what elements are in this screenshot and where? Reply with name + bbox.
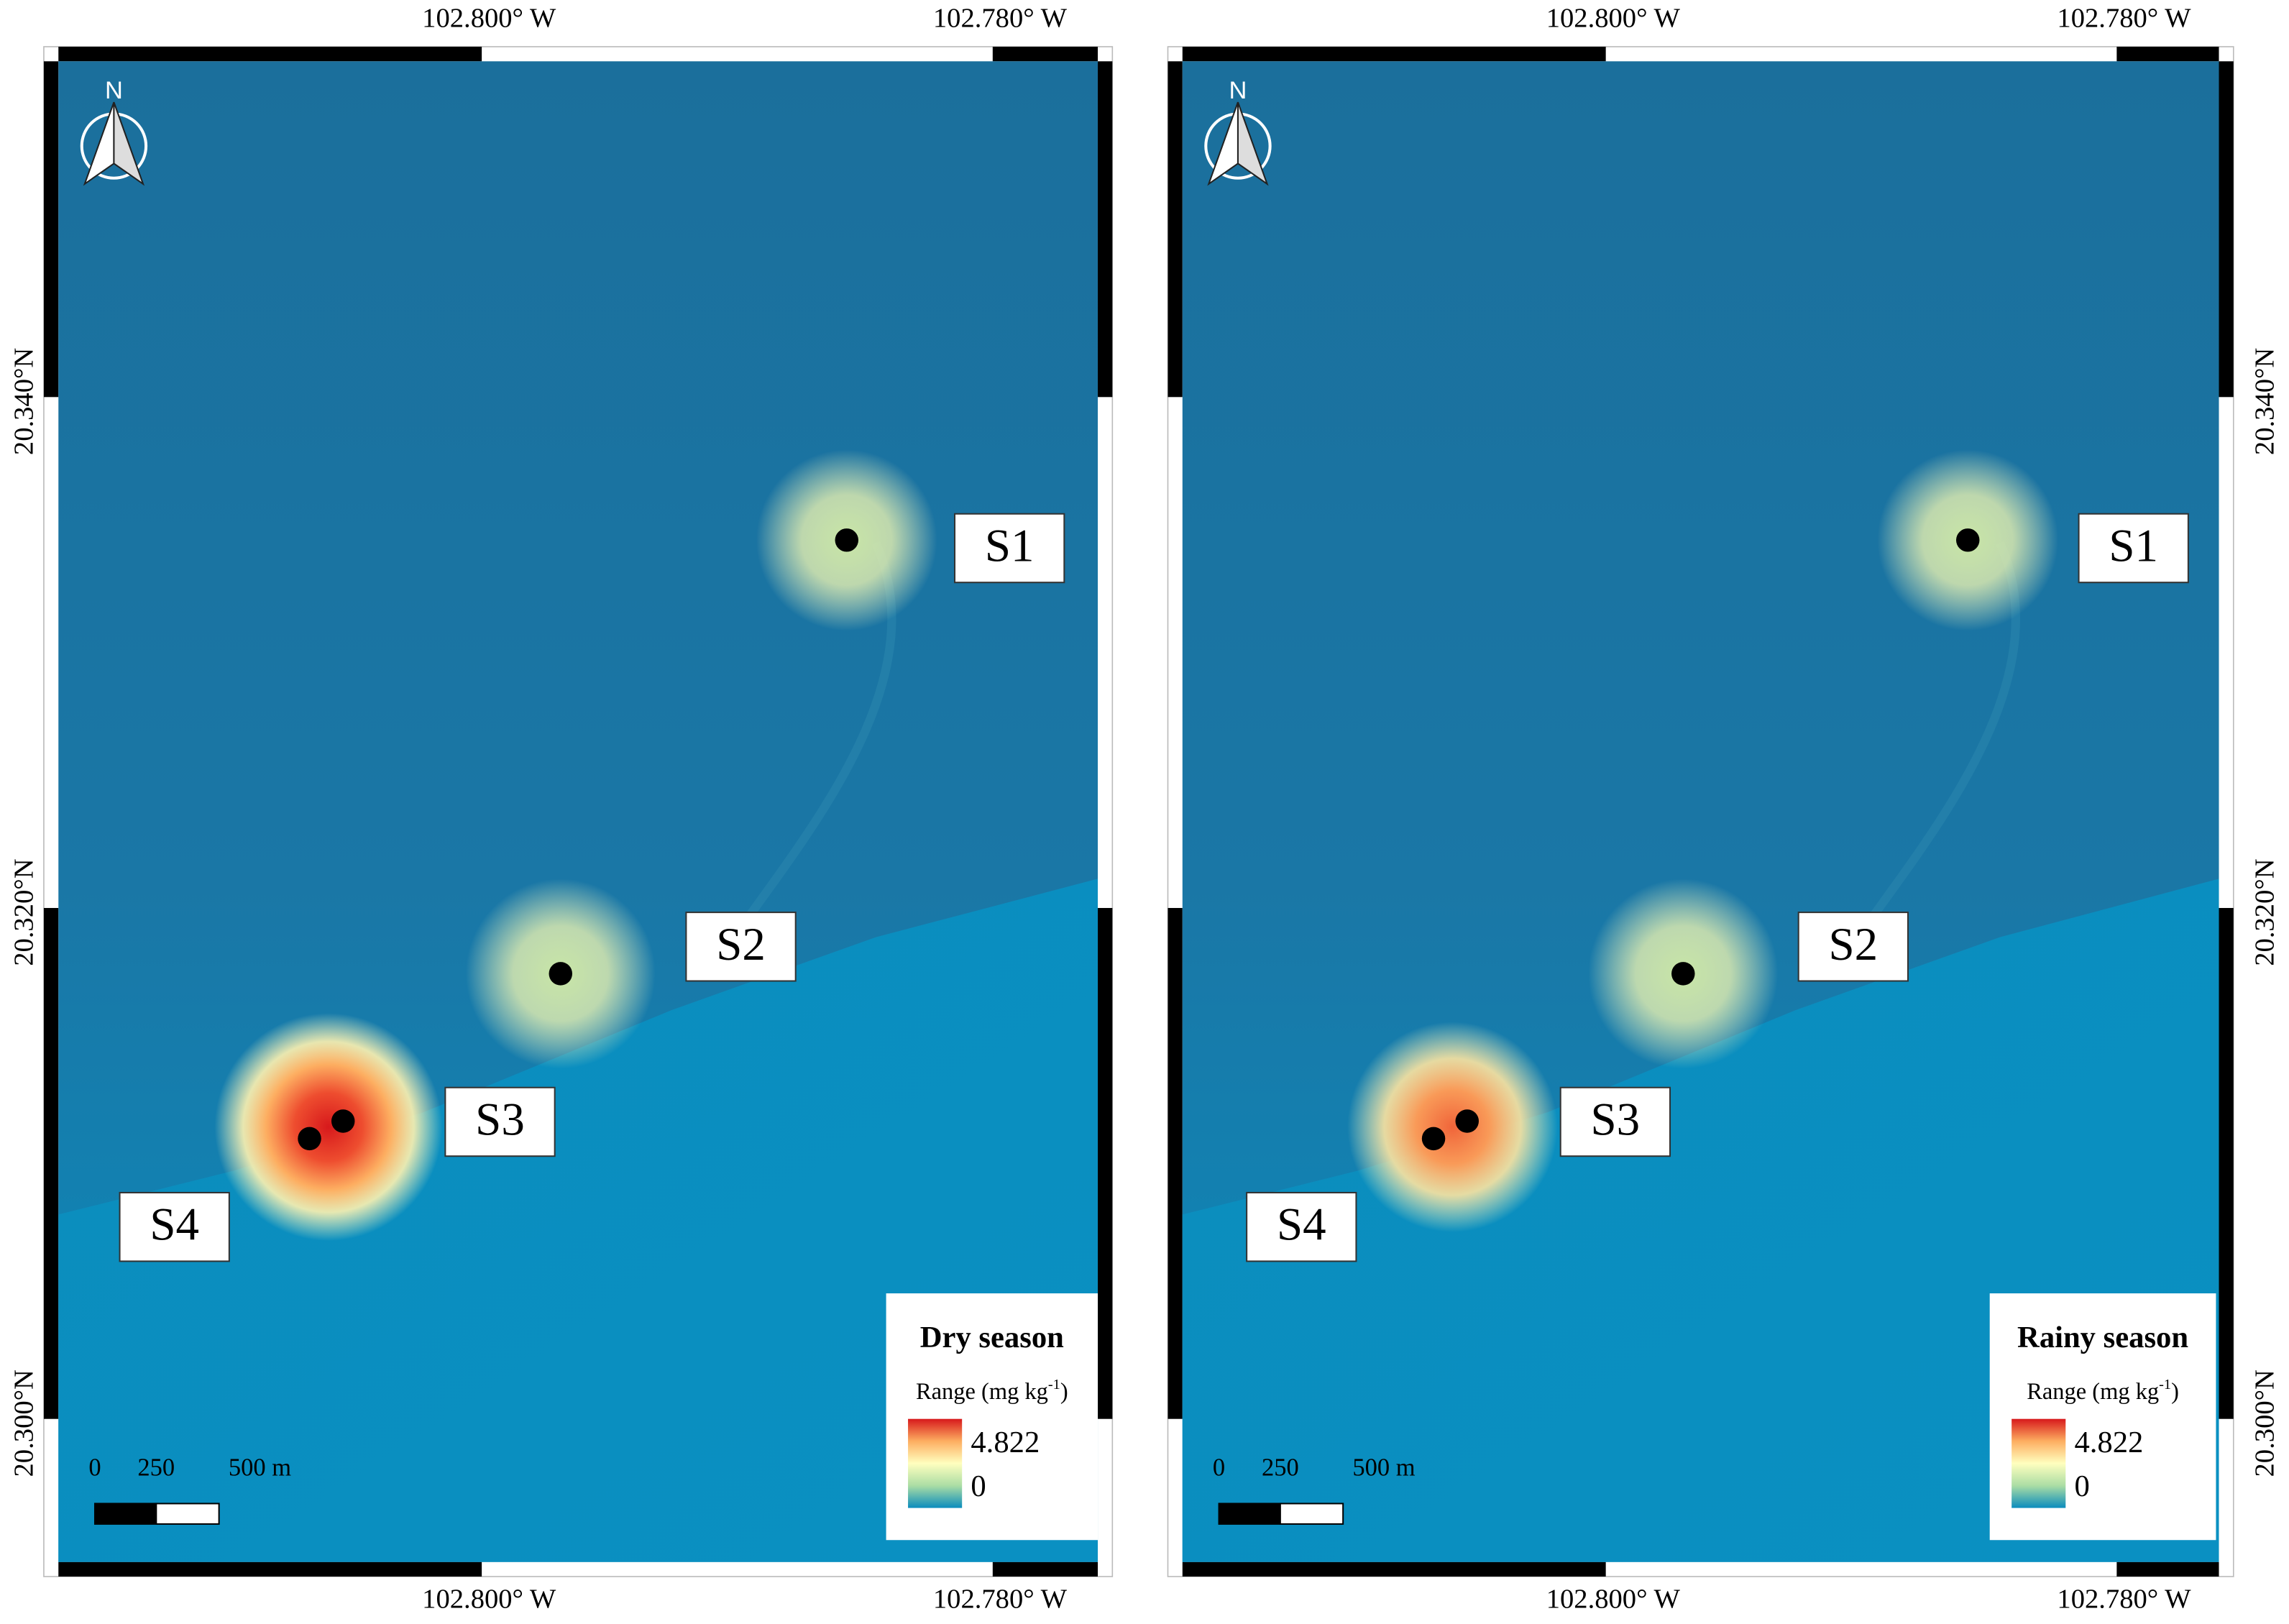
- legend-range-sup: -1: [2159, 1377, 2171, 1393]
- map-sea: [58, 878, 1098, 1562]
- legend-title: Dry season: [920, 1321, 1064, 1354]
- site-point: [1421, 1127, 1446, 1151]
- heat-spot: [214, 1013, 443, 1241]
- north-arrow: [113, 101, 145, 186]
- legend-ramp: [908, 1418, 963, 1508]
- lon-label: 102.780° W: [2057, 3, 2191, 33]
- legend-min: 0: [2074, 1469, 2089, 1503]
- north-label: N: [105, 77, 123, 104]
- north-arrow: [1237, 101, 1269, 186]
- site-label: S1: [985, 520, 1035, 572]
- legend-range-close: ): [1060, 1380, 1068, 1405]
- site-label-box: [1559, 1086, 1671, 1157]
- frame-segment: [2116, 46, 2219, 62]
- legend-ramp: [2012, 1418, 2066, 1508]
- lon-label: 102.780° W: [933, 1584, 1068, 1614]
- lat-label: 20.340°N: [2249, 348, 2280, 455]
- scale-bar: [1218, 1503, 1281, 1525]
- site-point: [1955, 528, 1980, 552]
- frame-segment: [1098, 908, 1113, 1419]
- site-label-box: [685, 912, 797, 982]
- north-label: N: [1229, 77, 1247, 104]
- scale-label: 0: [88, 1454, 101, 1482]
- map-panel: S1 S2 S3 S4 N 0 250 500 m Dry season Range (mg kg…: [9, 3, 1114, 1614]
- site-label-box: [119, 1191, 230, 1262]
- lat-label: 20.300°N: [9, 1370, 39, 1477]
- legend-range-text: Range (mg kg: [916, 1380, 1048, 1405]
- frame-segment: [1098, 61, 1113, 398]
- site-label: S3: [475, 1093, 525, 1145]
- frame-segment: [43, 61, 59, 398]
- lon-label: 102.800° W: [422, 3, 556, 33]
- scale-label: 250: [1262, 1454, 1299, 1482]
- scale-bar: [1279, 1503, 1344, 1525]
- frame-segment: [1168, 61, 1183, 398]
- site-label-box: [954, 513, 1065, 584]
- legend-range-text: Range (mg kg: [2027, 1380, 2159, 1405]
- lat-label: 20.320°N: [9, 858, 39, 965]
- frame-segment: [1168, 908, 1183, 1419]
- site-point: [1671, 962, 1695, 986]
- legend-range-close: ): [2171, 1380, 2179, 1405]
- scale-label: 0: [1213, 1454, 1225, 1482]
- frame-segment: [58, 46, 482, 62]
- frame-segment: [58, 1561, 482, 1577]
- frame-segment: [1182, 46, 1606, 62]
- frame-segment: [992, 46, 1098, 62]
- lat-label: 20.300°N: [2249, 1370, 2280, 1477]
- lon-label: 102.780° W: [933, 3, 1068, 33]
- site-point: [1455, 1109, 1479, 1133]
- lat-label: 20.340°N: [9, 348, 39, 455]
- lon-label: 102.800° W: [1546, 1584, 1681, 1614]
- scale-label: 500 m: [229, 1454, 291, 1482]
- lat-label: 20.320°N: [2249, 858, 2280, 965]
- site-label: S4: [1277, 1199, 1326, 1251]
- scale-bar: [94, 1503, 157, 1525]
- frame-segment: [992, 1561, 1098, 1577]
- heat-spot: [1347, 1022, 1558, 1232]
- frame-segment: [43, 908, 59, 1419]
- lon-label: 102.800° W: [422, 1584, 556, 1614]
- site-point: [549, 962, 573, 986]
- site-point: [298, 1127, 321, 1151]
- frame-segment: [2219, 61, 2234, 398]
- frame-segment: [2116, 1561, 2219, 1577]
- scale-label: 500 m: [1352, 1454, 1415, 1482]
- site-label: S1: [2109, 520, 2158, 572]
- site-point: [835, 528, 859, 552]
- legend-range-sup: -1: [1048, 1377, 1060, 1393]
- legend-range: Range (mg kg-1): [916, 1377, 1068, 1405]
- legend-title: Rainy season: [2017, 1321, 2188, 1354]
- scale-label: 250: [137, 1454, 175, 1482]
- legend-max: 4.822: [971, 1426, 1040, 1459]
- legend-max: 4.822: [2074, 1426, 2143, 1459]
- site-label-box: [1797, 912, 1909, 982]
- lon-label: 102.800° W: [1546, 3, 1681, 33]
- site-label: S2: [1829, 919, 1879, 971]
- frame-segment: [2219, 908, 2234, 1419]
- site-label: S3: [1591, 1093, 1641, 1145]
- site-label-box: [2078, 513, 2189, 584]
- site-point: [331, 1109, 355, 1133]
- site-label: S4: [150, 1199, 199, 1251]
- lon-label: 102.780° W: [2057, 1584, 2191, 1614]
- map-panel: S1 S2 S3 S4 N 0 250 500 m Rainy season Range (mg …: [1167, 3, 2280, 1614]
- site-label: S2: [716, 919, 766, 971]
- site-label-box: [444, 1086, 556, 1157]
- site-label-box: [1246, 1191, 1357, 1262]
- legend-range: Range (mg kg-1): [2027, 1377, 2179, 1405]
- frame-segment: [1182, 1561, 1606, 1577]
- map-sea: [1182, 878, 2219, 1562]
- scale-bar: [155, 1503, 220, 1525]
- legend-min: 0: [971, 1469, 986, 1503]
